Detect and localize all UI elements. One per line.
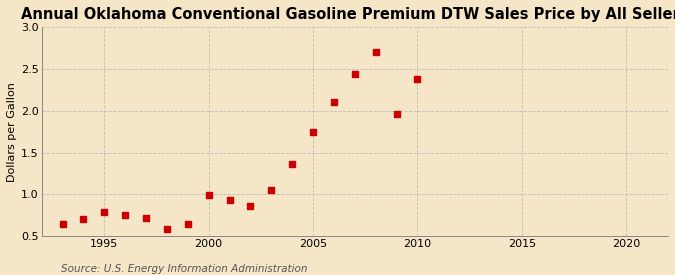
Point xyxy=(329,100,340,104)
Title: Annual Oklahoma Conventional Gasoline Premium DTW Sales Price by All Sellers: Annual Oklahoma Conventional Gasoline Pr… xyxy=(21,7,675,22)
Point xyxy=(99,210,109,214)
Point xyxy=(182,221,193,226)
Point xyxy=(78,217,89,222)
Point xyxy=(203,193,214,197)
Point xyxy=(287,162,298,166)
Point xyxy=(350,72,360,76)
Point xyxy=(57,221,68,226)
Point xyxy=(371,50,381,54)
Point xyxy=(266,188,277,192)
Y-axis label: Dollars per Gallon: Dollars per Gallon xyxy=(7,82,17,182)
Point xyxy=(392,112,402,116)
Point xyxy=(412,77,423,81)
Point xyxy=(161,226,172,231)
Point xyxy=(224,198,235,202)
Point xyxy=(308,130,319,134)
Point xyxy=(245,204,256,208)
Point xyxy=(119,213,130,217)
Text: Source: U.S. Energy Information Administration: Source: U.S. Energy Information Administ… xyxy=(61,264,307,274)
Point xyxy=(140,215,151,220)
